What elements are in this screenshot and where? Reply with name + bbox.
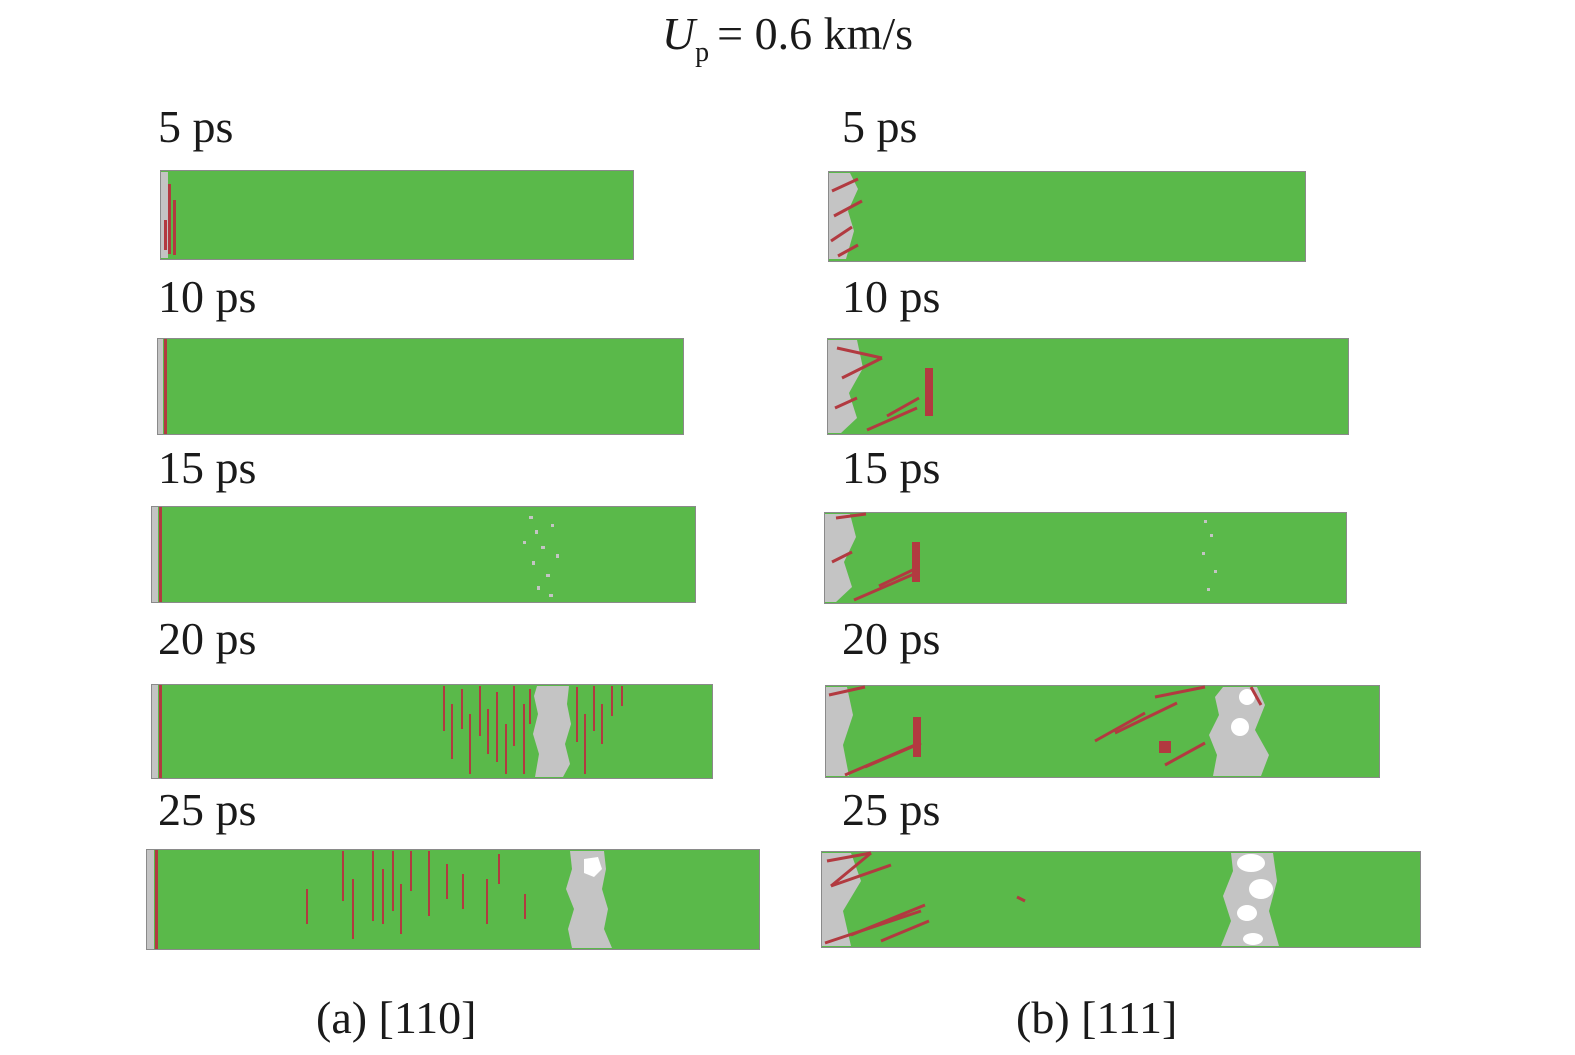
frame-b-5-time: 25 ps: [842, 784, 941, 835]
snapshot-b-25ps: [821, 851, 1421, 948]
title-symbol: U: [661, 8, 696, 59]
disordered-region: [826, 687, 853, 776]
disordered-region: [1221, 853, 1279, 946]
disordered-region: [161, 172, 168, 258]
stacking-fault: [164, 220, 167, 250]
stacking-fault: [159, 685, 162, 778]
frame-a-3-time: 15 ps: [158, 442, 257, 493]
stacking-faults: [306, 851, 526, 939]
frame-b-3-time: 15 ps: [842, 442, 941, 493]
stacking-faults: [830, 177, 863, 258]
caption-b: (b) [111]: [1016, 992, 1178, 1043]
stacking-fault: [159, 507, 162, 602]
snapshot-b-20ps: [825, 685, 1380, 778]
disordered-region: [533, 686, 571, 777]
voids: [1237, 854, 1273, 945]
snapshot-b-5ps: [828, 171, 1306, 262]
shock-front-defects: [523, 516, 559, 597]
figure-title: Up = 0.6 km/s: [0, 4, 1575, 83]
voids: [1231, 689, 1255, 736]
snapshot-a-25ps: [146, 849, 760, 950]
stacking-fault: [1159, 741, 1171, 753]
stacking-faults: [828, 685, 1263, 777]
stacking-fault: [155, 850, 158, 949]
disordered-region: [158, 339, 163, 434]
stacking-fault: [173, 200, 176, 255]
fcc-region: [824, 512, 1347, 604]
stacking-fault: [913, 717, 921, 757]
caption-a: (a) [110]: [316, 992, 477, 1043]
title-value: = 0.6 km/s: [717, 8, 914, 59]
fcc-region: [151, 506, 696, 603]
stacking-fault: [912, 542, 920, 582]
snapshot-b-15ps: [824, 512, 1347, 604]
fcc-region: [146, 849, 760, 950]
stacking-fault: [925, 368, 933, 416]
disordered-region: [147, 850, 154, 949]
frame-a-2-time: 10 ps: [158, 271, 257, 322]
stacking-fault: [164, 339, 167, 434]
void: [584, 857, 602, 877]
shock-front-defects: [1202, 520, 1217, 591]
frame-b-1-time: 5 ps: [842, 101, 918, 152]
stacking-faults: [824, 851, 1026, 945]
snapshot-b-10ps: [827, 338, 1349, 435]
snapshot-a-10ps: [157, 338, 684, 435]
disordered-region: [828, 340, 863, 433]
disordered-region: [152, 507, 158, 602]
frame-a-1-time: 5 ps: [158, 101, 234, 152]
fcc-region: [828, 171, 1306, 262]
fcc-region: [827, 338, 1349, 435]
frame-a-5-time: 25 ps: [158, 784, 257, 835]
stacking-faults: [831, 512, 920, 602]
fcc-region: [821, 851, 1421, 948]
frame-b-4-time: 20 ps: [842, 613, 941, 664]
disordered-region: [822, 853, 861, 946]
frame-b-2-time: 10 ps: [842, 271, 941, 322]
disordered-region: [566, 851, 612, 948]
snapshot-a-5ps: [160, 170, 634, 260]
title-subscript: p: [695, 37, 710, 68]
stacking-faults: [834, 346, 920, 432]
stacking-fault: [168, 184, 171, 254]
disordered-region: [152, 685, 158, 778]
stacking-faults: [443, 686, 623, 774]
fcc-region: [151, 684, 713, 779]
frame-a-4-time: 20 ps: [158, 613, 257, 664]
snapshot-a-15ps: [151, 506, 696, 603]
fcc-region: [157, 338, 684, 435]
fcc-region: [825, 685, 1380, 778]
snapshot-a-20ps: [151, 684, 713, 779]
fcc-region: [160, 170, 634, 260]
